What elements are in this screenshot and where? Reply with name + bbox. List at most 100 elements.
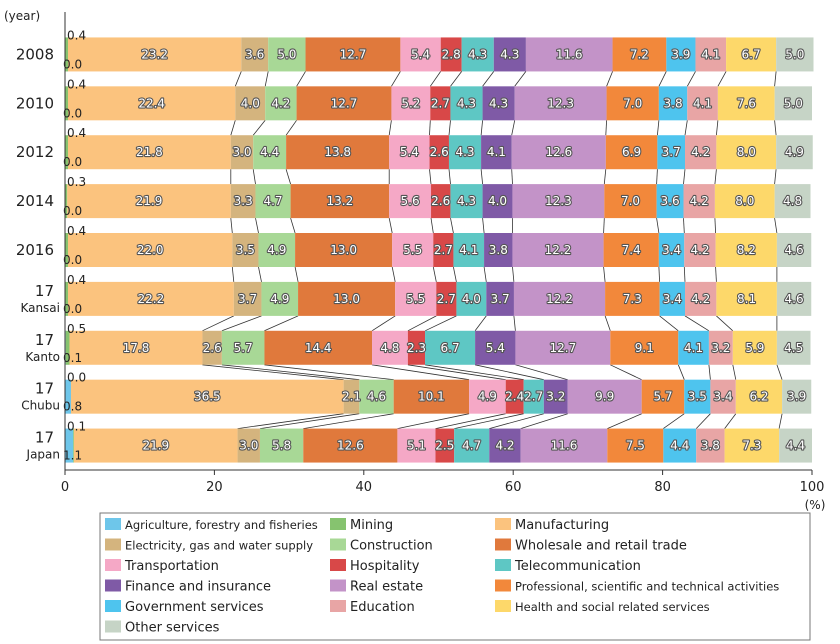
bar-segment bbox=[683, 184, 715, 219]
value-label: 7.0 bbox=[621, 194, 640, 208]
bar-segment bbox=[264, 330, 373, 365]
value-label: 5.0 bbox=[277, 47, 296, 61]
connector-line bbox=[407, 315, 437, 332]
legend-swatch bbox=[330, 559, 346, 571]
value-label: 4.6 bbox=[367, 390, 386, 404]
value-label: 4.9 bbox=[478, 390, 497, 404]
value-label: 22.0 bbox=[137, 243, 164, 257]
legend-swatch bbox=[495, 559, 511, 571]
value-label: 22.4 bbox=[138, 96, 165, 110]
bar-segment bbox=[255, 184, 291, 219]
value-label: 4.1 bbox=[459, 243, 478, 257]
bar-segment bbox=[265, 86, 297, 121]
category-label: 2012 bbox=[16, 143, 54, 161]
bar-segment bbox=[659, 281, 686, 316]
bar-segment bbox=[395, 281, 437, 316]
bar-segment bbox=[481, 135, 512, 170]
value-label: 3.2 bbox=[711, 341, 730, 355]
connector-line bbox=[483, 266, 487, 282]
value-label: 5.0 bbox=[784, 96, 803, 110]
value-label: 4.6 bbox=[785, 292, 804, 306]
bar-segment bbox=[253, 135, 287, 170]
bar-segment bbox=[295, 233, 393, 267]
bar-segment bbox=[482, 184, 513, 219]
bar-segment bbox=[657, 135, 686, 170]
value-label: 4.9 bbox=[785, 145, 804, 159]
value-label: 0.0 bbox=[63, 106, 82, 120]
connector-line bbox=[513, 315, 516, 331]
connector-line bbox=[450, 218, 454, 234]
connector-line bbox=[391, 71, 401, 87]
bar-segment bbox=[440, 37, 462, 72]
legend-swatch bbox=[105, 620, 121, 633]
connector-line bbox=[657, 120, 660, 136]
value-labels: 0.0 0.0 0.0 0.0 0.0 0.0 0.1 0.8 1.1 0.4 0.4 0.4 0.3 0… bbox=[63, 28, 807, 462]
value-label: 3.5 bbox=[688, 390, 707, 404]
bar-segment bbox=[67, 86, 236, 121]
connector-line bbox=[290, 217, 296, 234]
legend-label: Finance and insurance bbox=[125, 580, 271, 595]
legend-label: Government services bbox=[125, 600, 264, 615]
category-sublabel: Chubu bbox=[21, 399, 60, 413]
bar-segment bbox=[716, 281, 777, 316]
connector-line bbox=[371, 364, 470, 381]
value-label: 3.6 bbox=[661, 194, 680, 208]
value-label: 22.2 bbox=[138, 292, 165, 306]
value-label: 4.2 bbox=[691, 292, 710, 306]
value-label: 12.7 bbox=[550, 341, 577, 355]
bar-segment bbox=[450, 184, 483, 219]
value-label: 0.0 bbox=[63, 253, 82, 267]
connector-line bbox=[716, 315, 734, 332]
value-label: 0.3 bbox=[67, 175, 86, 189]
legend-label: Agriculture, forestry and fisheries bbox=[125, 518, 318, 532]
connector-line bbox=[432, 266, 437, 282]
value-label: 3.0 bbox=[232, 145, 251, 159]
connector-line bbox=[230, 120, 236, 136]
value-label: 4.7 bbox=[462, 439, 481, 453]
axes: 0 20 40 60 80 100 bbox=[61, 12, 824, 495]
bar-segment bbox=[606, 86, 659, 121]
bar-segment bbox=[65, 428, 74, 463]
bar-segment bbox=[735, 379, 783, 414]
legend-label: Electricity, gas and water supply bbox=[125, 539, 313, 553]
connector-line bbox=[715, 266, 717, 282]
connector-line bbox=[296, 71, 306, 87]
bar-segment bbox=[429, 135, 449, 170]
bar-segment bbox=[343, 379, 360, 414]
bar-segment bbox=[486, 281, 514, 316]
bar-segment bbox=[732, 330, 777, 365]
bar-segment bbox=[392, 233, 434, 267]
bar-segment bbox=[708, 330, 733, 365]
connector-line bbox=[656, 169, 658, 185]
connector-line bbox=[407, 364, 506, 381]
bar-segment bbox=[65, 379, 71, 414]
connector-line bbox=[391, 266, 396, 282]
bar-segment bbox=[696, 428, 725, 463]
value-label: 4.5 bbox=[784, 341, 803, 355]
connector-line bbox=[221, 315, 262, 332]
bar-segment bbox=[221, 330, 265, 365]
bar-segment bbox=[605, 135, 658, 170]
connector-line bbox=[717, 71, 727, 87]
value-label: 0.4 bbox=[67, 224, 86, 238]
value-label: 13.2 bbox=[327, 194, 354, 208]
bar-segment bbox=[389, 184, 432, 219]
connector-line bbox=[237, 413, 344, 429]
connector-line bbox=[255, 218, 259, 234]
value-label: 4.6 bbox=[785, 243, 804, 257]
value-label: 5.0 bbox=[785, 47, 804, 61]
value-label: 12.3 bbox=[547, 96, 574, 110]
value-label: 21.9 bbox=[136, 194, 163, 208]
connector-line bbox=[397, 413, 470, 429]
connector-line bbox=[425, 364, 524, 381]
bar-segment bbox=[511, 135, 606, 170]
value-label: 0.0 bbox=[63, 302, 82, 316]
bar-segment bbox=[67, 184, 231, 219]
value-label: 3.6 bbox=[245, 47, 264, 61]
value-label: 5.5 bbox=[403, 243, 422, 257]
value-label: 14.4 bbox=[305, 341, 332, 355]
value-label: 4.2 bbox=[691, 145, 710, 159]
category-label: 17 bbox=[35, 282, 54, 300]
bar-segment bbox=[305, 37, 401, 72]
legend-swatch bbox=[495, 518, 511, 530]
